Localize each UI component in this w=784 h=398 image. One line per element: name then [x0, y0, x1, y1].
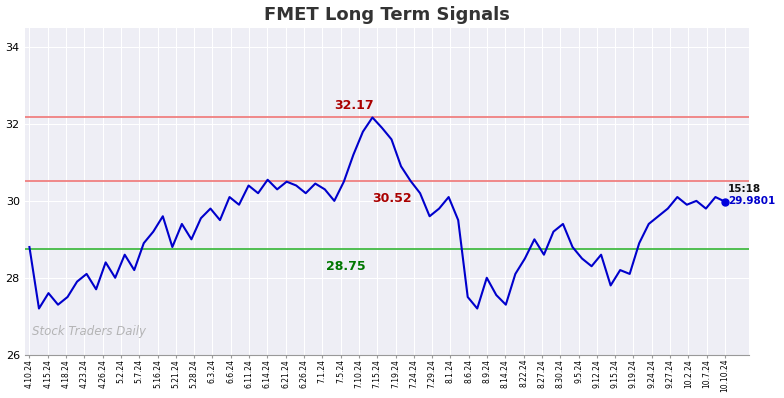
Text: Stock Traders Daily: Stock Traders Daily [32, 325, 146, 338]
Text: 28.75: 28.75 [325, 260, 365, 273]
Text: 30.52: 30.52 [372, 192, 412, 205]
Title: FMET Long Term Signals: FMET Long Term Signals [263, 6, 510, 23]
Text: 32.17: 32.17 [334, 99, 374, 112]
Text: 15:18: 15:18 [728, 184, 761, 194]
Text: 29.9801: 29.9801 [728, 195, 775, 206]
